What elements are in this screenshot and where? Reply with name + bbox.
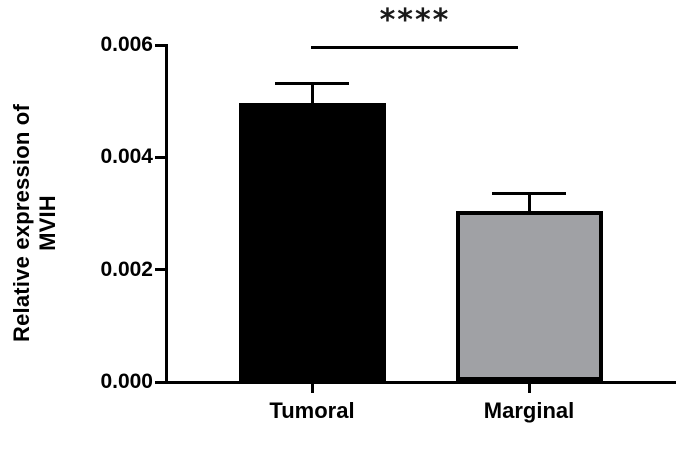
error-bar-cap-tumoral <box>275 82 349 86</box>
y-tick-label: 0.002 <box>100 257 153 281</box>
y-tick-mark <box>155 268 167 272</box>
y-tick-mark <box>155 155 167 159</box>
x-tick-label-marginal: Marginal <box>483 398 575 423</box>
significance-label: **** <box>379 3 451 38</box>
y-axis-title-line-1: Relative expression of <box>9 104 34 342</box>
y-tick-mark <box>155 43 167 47</box>
x-tick-label-tumoral: Tumoral <box>269 398 355 423</box>
y-tick-label: 0.006 <box>100 33 153 56</box>
x-tick-mark-tumoral <box>310 383 314 393</box>
y-tick-label: 0.004 <box>100 145 153 169</box>
error-bar-stem-marginal <box>527 193 531 215</box>
y-axis-title-line-2: MVIH <box>35 195 60 251</box>
bar-marginal <box>455 210 603 381</box>
y-axis-line <box>165 44 168 384</box>
significance-line <box>311 46 518 49</box>
bar-tumoral <box>238 102 386 381</box>
error-bar-stem-tumoral <box>310 83 314 107</box>
y-tick-label: 0.000 <box>100 370 153 393</box>
x-tick-mark-marginal <box>527 383 531 393</box>
y-tick-mark <box>155 380 167 384</box>
y-axis-title: Relative expression of MVIH <box>9 53 63 393</box>
error-bar-cap-marginal <box>492 192 566 196</box>
x-axis-line <box>164 380 676 384</box>
